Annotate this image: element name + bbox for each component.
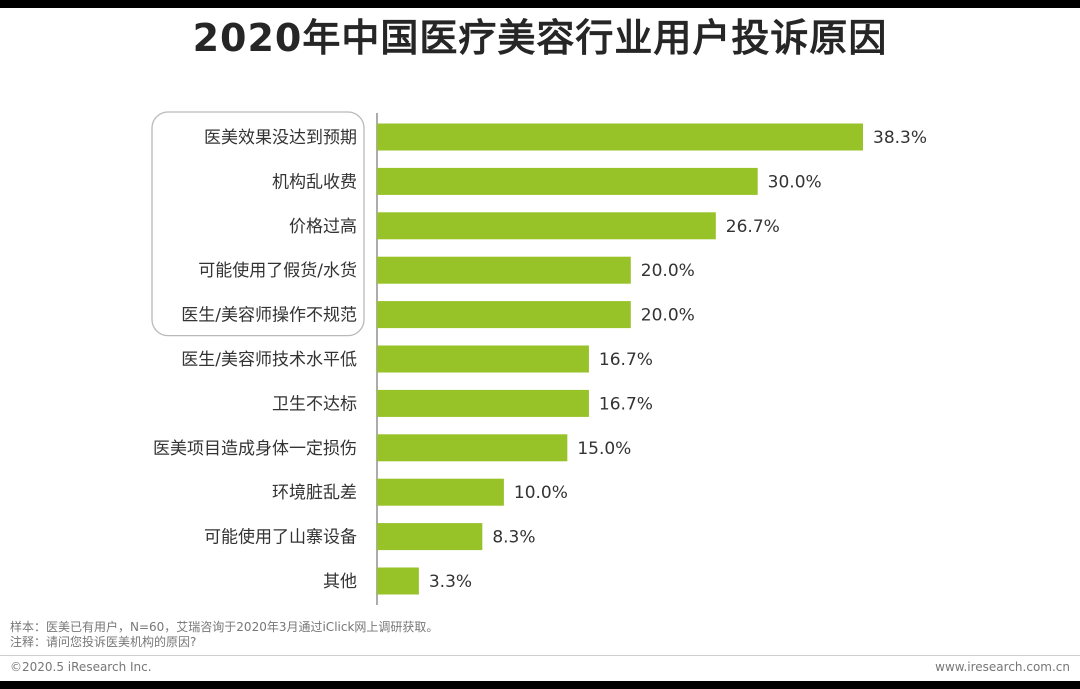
question-note: 注释：请问您投诉医美机构的原因?	[10, 635, 197, 649]
category-label: 医生/美容师操作不规范	[181, 306, 357, 326]
value-label: 16.7%	[599, 394, 653, 414]
category-label: 医生/美容师技术水平低	[181, 350, 357, 370]
bar-6	[377, 345, 589, 373]
bar-3	[377, 212, 716, 240]
copyright-text: ©2020.5 iResearch Inc.	[10, 660, 152, 674]
category-label: 机构乱收费	[272, 172, 357, 192]
value-label: 20.0%	[641, 261, 695, 281]
bar-9	[377, 478, 504, 506]
bar-5	[377, 301, 631, 329]
bar-7	[377, 389, 589, 417]
category-label: 其他	[323, 572, 357, 592]
category-label: 价格过高	[289, 217, 357, 237]
website-text: www.iresearch.com.cn	[935, 660, 1070, 674]
category-label: 可能使用了山寨设备	[204, 527, 357, 548]
category-label: 卫生不达标	[272, 394, 357, 414]
bottom-frame-bar	[0, 681, 1080, 689]
category-label: 医美效果没达到预期	[204, 128, 357, 148]
value-label: 15.0%	[577, 439, 631, 459]
category-label: 可能使用了假货/水货	[198, 260, 357, 281]
value-label: 38.3%	[873, 128, 927, 148]
value-label: 8.3%	[492, 528, 535, 548]
category-label: 环境脏乱差	[272, 483, 357, 503]
bar-10	[377, 523, 483, 551]
value-label: 26.7%	[726, 217, 780, 237]
bar-1	[377, 123, 863, 151]
bar-11	[377, 567, 419, 595]
value-label: 20.0%	[641, 306, 695, 326]
sample-note: 样本：医美已有用户，N=60，艾瑞咨询于2020年3月通过iClick网上调研获…	[10, 620, 439, 634]
value-label: 30.0%	[768, 172, 822, 192]
bar-8	[377, 434, 568, 462]
chart-title: 2020年中国医疗美容行业用户投诉原因	[192, 16, 888, 60]
value-label: 3.3%	[429, 572, 472, 592]
value-label: 10.0%	[514, 483, 568, 503]
bar-4	[377, 256, 631, 284]
value-label: 16.7%	[599, 350, 653, 370]
category-label: 医美项目造成身体一定损伤	[153, 439, 357, 459]
footer-divider	[0, 655, 1080, 656]
top-frame-bar	[0, 0, 1080, 8]
bar-2	[377, 167, 758, 195]
highlight-box	[151, 111, 365, 337]
